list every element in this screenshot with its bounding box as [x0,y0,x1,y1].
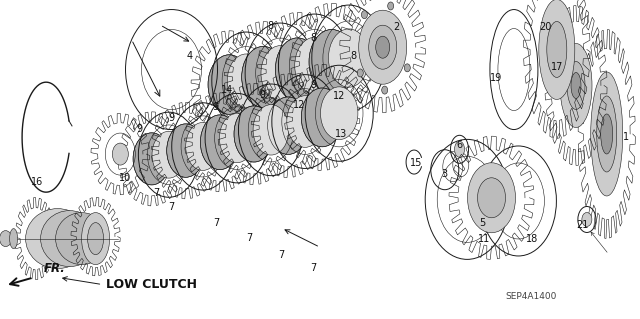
Text: 19: 19 [490,73,502,83]
Ellipse shape [295,37,335,94]
Ellipse shape [0,231,12,247]
Text: 7: 7 [154,188,160,198]
Ellipse shape [133,133,170,185]
Text: 9: 9 [168,113,175,123]
Ellipse shape [591,72,623,196]
Ellipse shape [547,21,567,78]
Text: 8: 8 [268,20,274,31]
Text: 14: 14 [221,85,234,95]
Ellipse shape [369,25,397,69]
Ellipse shape [253,105,289,155]
Text: 7: 7 [168,202,175,212]
Text: 20: 20 [539,22,552,32]
Ellipse shape [357,69,364,77]
Ellipse shape [242,46,285,108]
Ellipse shape [56,212,108,265]
Ellipse shape [227,54,265,108]
Ellipse shape [571,72,581,99]
Text: 4: 4 [186,51,193,61]
Ellipse shape [268,97,308,154]
Ellipse shape [275,38,319,101]
Ellipse shape [358,10,407,84]
Text: 3: 3 [442,169,448,179]
Ellipse shape [567,62,585,109]
Text: 7: 7 [246,233,253,243]
Text: LOW CLUTCH: LOW CLUTCH [106,278,196,291]
Ellipse shape [261,46,300,101]
Text: 15: 15 [410,158,422,168]
Text: 10: 10 [118,173,131,183]
Text: 8: 8 [310,33,317,43]
Ellipse shape [167,124,205,177]
Text: 21: 21 [576,220,589,230]
Ellipse shape [381,86,388,94]
Ellipse shape [321,87,358,140]
Text: 1: 1 [623,132,629,142]
Text: 13: 13 [335,129,348,139]
Text: 9: 9 [212,102,219,112]
Ellipse shape [328,29,369,87]
Ellipse shape [560,43,592,128]
Text: 17: 17 [550,62,563,72]
Text: 9: 9 [136,124,143,134]
Text: 9: 9 [259,90,266,100]
Text: 18: 18 [526,234,539,244]
Text: 8: 8 [351,51,357,61]
Ellipse shape [152,131,186,178]
Ellipse shape [362,11,367,19]
Text: 9: 9 [310,79,317,90]
Ellipse shape [40,211,99,267]
Ellipse shape [404,64,410,72]
Ellipse shape [477,178,506,218]
Ellipse shape [287,96,323,147]
Ellipse shape [26,209,90,269]
Ellipse shape [582,212,592,226]
Text: 11: 11 [478,234,491,244]
Ellipse shape [467,163,516,233]
Text: 12: 12 [293,100,306,110]
Text: 7: 7 [278,249,285,260]
Ellipse shape [301,88,343,147]
Ellipse shape [234,106,274,162]
Text: 7: 7 [310,263,317,273]
Text: SEP4A1400: SEP4A1400 [506,292,557,301]
Ellipse shape [82,212,109,265]
Ellipse shape [596,96,617,172]
Ellipse shape [220,114,255,163]
Text: 2: 2 [394,22,400,32]
Ellipse shape [309,29,355,94]
Ellipse shape [208,55,250,114]
Ellipse shape [88,223,104,255]
Text: 12: 12 [333,91,346,101]
Text: 7: 7 [213,218,220,228]
Text: 6: 6 [456,140,463,150]
Ellipse shape [113,143,128,165]
Ellipse shape [539,0,575,100]
Ellipse shape [454,141,465,157]
Ellipse shape [388,2,394,10]
Ellipse shape [376,36,390,58]
Text: FR.: FR. [44,262,65,275]
Ellipse shape [10,229,17,249]
Text: 5: 5 [479,218,485,228]
Text: 16: 16 [31,177,44,187]
Ellipse shape [601,114,612,154]
Ellipse shape [186,122,220,170]
Ellipse shape [200,115,239,170]
